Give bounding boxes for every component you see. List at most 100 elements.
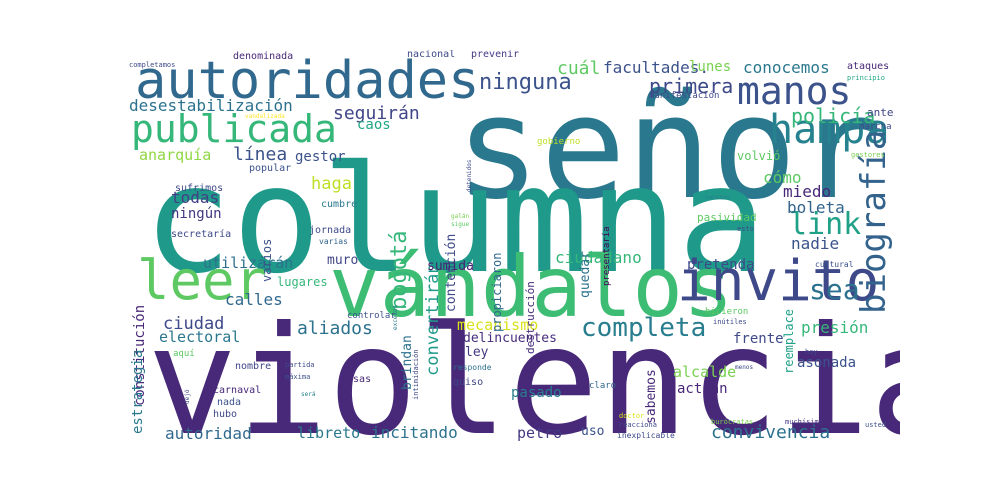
word-haga: haga — [311, 174, 352, 194]
word-cumbre: cumbre — [321, 199, 358, 210]
word-usted: usted — [865, 421, 887, 429]
word-varias: varias — [319, 237, 348, 246]
word-maxima: máxima — [285, 373, 311, 381]
word-burocratas: burócratas — [711, 418, 754, 426]
word-cual: cuál — [557, 58, 601, 79]
word-muro: muro — [327, 253, 359, 268]
word-hicieron: hicieron — [705, 307, 749, 317]
word-uso: uso — [581, 424, 605, 439]
word-presentaria: presentaría — [602, 226, 612, 286]
word-autoridad: autoridad — [165, 424, 252, 443]
word-responde: responde — [453, 363, 492, 372]
word-lugares: lugares — [277, 275, 328, 289]
word-calles: calles — [225, 290, 283, 309]
word-hampa: hampa — [769, 107, 890, 153]
word-aqui: aquí — [173, 349, 195, 359]
word-presion: presión — [801, 318, 869, 337]
word-ciudadano: ciudadano — [555, 248, 642, 267]
word-leer: leer — [137, 249, 268, 312]
word-link: link — [789, 207, 862, 242]
word-gestor: gestor — [295, 149, 346, 165]
word-secretaria: secretaría — [171, 229, 232, 240]
word-sera: será — [301, 391, 316, 398]
word-vandalizada: vandalizada — [245, 113, 285, 120]
word-dejo: dejó — [184, 389, 191, 404]
word-excesos: excesos — [392, 304, 399, 330]
word-volvio: volvió — [737, 149, 781, 163]
word-reacciona: reacciona — [619, 421, 657, 429]
word-anarquia: anarquía — [139, 146, 212, 164]
word-manifestacion: manifestación — [649, 91, 720, 101]
word-caos: caos — [357, 117, 391, 133]
word-popular: popular — [249, 163, 292, 174]
word-actuan: actúan — [677, 381, 728, 397]
word-hay: hay — [805, 348, 818, 356]
word-varios: varios — [260, 238, 274, 282]
word-seguiran: seguirán — [333, 103, 420, 124]
word-utilizaran: utilizarán — [203, 254, 294, 272]
word-jornada: jornada — [309, 225, 352, 236]
word-menos: menos — [735, 364, 754, 371]
word-delincuentes: delincuentes — [463, 331, 557, 346]
word-frente: frente — [733, 331, 784, 347]
word-policia: policía — [791, 104, 876, 128]
word-esto: esto — [737, 225, 754, 233]
word-nacional: nacional — [407, 50, 456, 60]
word-incitando: incitando — [371, 423, 458, 442]
word-nadie: nadie — [791, 234, 840, 253]
word-ante: ante — [867, 106, 894, 119]
word-quiso: quiso — [453, 377, 484, 388]
word-asonada: asonada — [797, 355, 857, 371]
word-controlar: controlar — [347, 311, 396, 321]
word-libreto: libreto — [297, 424, 361, 442]
word-pasividad: pasividad — [697, 211, 757, 224]
word-propiciaron: propiciaron — [490, 252, 504, 332]
word-ley: ley — [465, 345, 489, 360]
word-convertiran: convertirán — [423, 263, 443, 376]
word-sufrimos: sufrimos — [175, 183, 224, 194]
word-gobierno: gobierno — [537, 137, 581, 147]
word-autoridades: autoridades — [135, 51, 480, 111]
word-pretenda: pretenda — [687, 257, 755, 273]
word-completa: completa — [581, 313, 707, 343]
word-publicada: publicada — [131, 107, 337, 151]
word-carnaval: carnaval — [213, 385, 262, 396]
word-cultural: cultural — [815, 260, 854, 269]
word-partida: partida — [285, 361, 315, 369]
word-cosas: cosas — [341, 374, 372, 385]
word-semanas: semanas — [705, 194, 731, 201]
word-senor: señor — [455, 66, 883, 231]
word-claro: claro — [589, 381, 617, 391]
word-pasado: pasado — [511, 385, 562, 401]
word-ataques: ataques — [847, 61, 890, 72]
word-ningun: ningún — [171, 206, 222, 222]
word-inexplicable: inexplicable — [617, 431, 675, 440]
word-conocemos: conocemos — [743, 58, 830, 77]
word-primera: primera — [649, 74, 734, 98]
word-boleta: boleta — [787, 198, 845, 217]
word-manos: manos — [737, 69, 852, 113]
word-invito: invito — [677, 249, 880, 314]
word-nombre: nombre — [235, 361, 272, 372]
word-columna: columna — [143, 134, 767, 306]
word-vandalos: vándalos — [329, 238, 734, 336]
word-ninguna: ninguna — [479, 70, 572, 95]
word-gestores: gestores — [851, 151, 885, 159]
word-doctor: doctor — [619, 412, 645, 420]
word-como: cómo — [763, 168, 802, 187]
word-todas: todas — [171, 188, 220, 207]
word-reemplace: reemplace — [782, 308, 796, 374]
word-quedar: quedar — [578, 251, 593, 298]
word-alcalde: alcalde — [673, 363, 737, 381]
word-sumida: sumida — [427, 259, 474, 274]
word-marcha: marcha — [859, 122, 892, 132]
word-nada: nada — [217, 397, 242, 408]
word-principio: principio — [847, 74, 885, 82]
word-sabemos: sabemos — [644, 369, 659, 424]
word-electoral: electoral — [159, 328, 241, 346]
word-mecanismo: mecanismo — [457, 316, 539, 334]
word-prevenir: prevenir — [471, 50, 520, 60]
word-estrategia: estrategia — [130, 349, 146, 434]
word-violencia: violencia — [147, 295, 900, 450]
word-miedo: miedo — [783, 182, 832, 201]
